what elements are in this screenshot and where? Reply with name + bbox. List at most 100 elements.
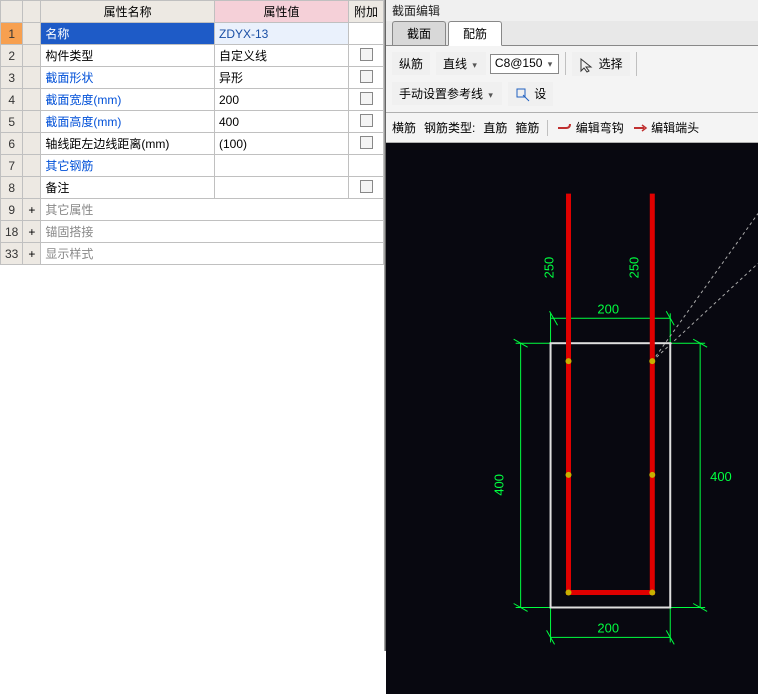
- select-group: 选择: [572, 52, 636, 76]
- expand-toggle: [23, 177, 41, 199]
- svg-text:400: 400: [710, 469, 732, 484]
- expand-toggle: [23, 111, 41, 133]
- row-number: 7: [1, 155, 23, 177]
- hook-icon: [556, 120, 572, 136]
- table-row[interactable]: 7 其它钢筋: [1, 155, 384, 177]
- attach-checkbox-cell[interactable]: [349, 67, 384, 89]
- checkbox-icon[interactable]: [360, 136, 373, 149]
- edit-end-button[interactable]: 编辑端头: [632, 119, 699, 137]
- row-number: 6: [1, 133, 23, 155]
- dim-left-250: 250: [542, 257, 557, 279]
- row-number: 33: [1, 243, 23, 265]
- chevron-down-icon: ▾: [470, 60, 479, 71]
- prop-value[interactable]: 自定义线: [214, 45, 348, 67]
- dim-right-250: 250: [626, 257, 641, 279]
- table-row[interactable]: 9+其它属性: [1, 199, 384, 221]
- expand-toggle: [23, 45, 41, 67]
- rebar-point: [566, 359, 572, 365]
- prop-value[interactable]: (100): [214, 133, 348, 155]
- attach-checkbox-cell[interactable]: [349, 45, 384, 67]
- end-icon: [632, 120, 648, 136]
- edit-hook-button[interactable]: 编辑弯钩: [556, 119, 623, 137]
- prop-name: 备注: [41, 177, 215, 199]
- chevron-down-icon: ▾: [546, 59, 555, 70]
- attach-checkbox-cell[interactable]: [349, 89, 384, 111]
- svg-text:200: 200: [597, 302, 619, 317]
- table-row[interactable]: 1名称ZDYX-13: [1, 23, 384, 45]
- property-table: 属性名称 属性值 附加 1名称ZDYX-132构件类型自定义线3截面形状异形4截…: [0, 0, 384, 265]
- toolbar-row-2: 横筋 钢筋类型: 直筋 箍筋 编辑弯钩 编辑端头: [386, 113, 758, 144]
- zoom-icon: [515, 87, 531, 103]
- checkbox-icon[interactable]: [360, 180, 373, 193]
- checkbox-icon[interactable]: [360, 48, 373, 61]
- gujin-button[interactable]: 箍筋: [515, 119, 539, 136]
- rebar-type-label: 钢筋类型:: [424, 119, 475, 136]
- rebar-spec-combo[interactable]: C8@150 ▾: [490, 54, 559, 74]
- expand-header: [23, 1, 41, 23]
- col-value: 属性值: [214, 1, 348, 23]
- prop-value[interactable]: ZDYX-13: [214, 23, 348, 45]
- prop-name: 截面形状: [41, 67, 215, 89]
- rebar-point: [649, 359, 655, 365]
- prop-value[interactable]: 异形: [214, 67, 348, 89]
- checkbox-icon[interactable]: [360, 70, 373, 83]
- prop-name: 轴线距左边线距离(mm): [41, 133, 215, 155]
- table-row[interactable]: 5截面高度(mm)400: [1, 111, 384, 133]
- table-row[interactable]: 6 轴线距左边线距离(mm)(100): [1, 133, 384, 155]
- expand-toggle[interactable]: +: [23, 243, 41, 265]
- prop-value[interactable]: [214, 155, 348, 177]
- prop-value[interactable]: [214, 177, 348, 199]
- row-number: 8: [1, 177, 23, 199]
- panel-title: 截面编辑: [386, 0, 758, 21]
- zhijin-button[interactable]: 直筋: [483, 119, 507, 136]
- expand-toggle: [23, 89, 41, 111]
- row-number: 4: [1, 89, 23, 111]
- checkbox-icon[interactable]: [360, 92, 373, 105]
- hengjin-button[interactable]: 横筋: [392, 119, 416, 136]
- expand-toggle[interactable]: +: [23, 199, 41, 221]
- prop-name: 显示样式: [41, 243, 384, 265]
- svg-text:250: 250: [626, 257, 641, 279]
- expand-toggle[interactable]: +: [23, 221, 41, 243]
- ghost-line-1: [652, 214, 758, 362]
- manual-refline-dropdown[interactable]: 手动设置参考线 ▾: [392, 82, 502, 105]
- rebar-point: [649, 590, 655, 596]
- svg-text:250: 250: [542, 257, 557, 279]
- attach-checkbox-cell: [349, 155, 384, 177]
- prop-name: 其它钢筋: [41, 155, 215, 177]
- tab-section[interactable]: 截面: [392, 21, 446, 45]
- prop-value[interactable]: 400: [214, 111, 348, 133]
- tool-extra[interactable]: 设: [508, 82, 553, 106]
- cad-viewport[interactable]: 200 250 250 400: [386, 143, 758, 694]
- table-row[interactable]: 8 备注: [1, 177, 384, 199]
- tab-rebar[interactable]: 配筋: [448, 21, 502, 46]
- zongjin-button[interactable]: 纵筋: [392, 52, 430, 75]
- svg-text:400: 400: [492, 474, 507, 496]
- row-number: 18: [1, 221, 23, 243]
- toolbar-row-1: 纵筋 直线 ▾ C8@150 ▾ 选择 手动设置参考线 ▾ 设: [386, 46, 758, 113]
- property-panel: 属性名称 属性值 附加 1名称ZDYX-132构件类型自定义线3截面形状异形4截…: [0, 0, 385, 651]
- expand-toggle: [23, 133, 41, 155]
- dim-right-400: 400: [670, 340, 732, 612]
- chevron-down-icon: ▾: [486, 90, 495, 101]
- select-button[interactable]: 选择: [572, 52, 629, 76]
- table-row[interactable]: 18+锚固搭接: [1, 221, 384, 243]
- attach-checkbox-cell: [349, 23, 384, 45]
- expand-toggle: [23, 67, 41, 89]
- cursor-icon: [579, 57, 595, 73]
- checkbox-icon[interactable]: [360, 114, 373, 127]
- line-dropdown[interactable]: 直线 ▾: [436, 52, 486, 75]
- section-editor-panel: 截面编辑 截面 配筋 纵筋 直线 ▾ C8@150 ▾ 选择 手动设置参考线 ▾…: [385, 0, 758, 651]
- table-row[interactable]: 33+显示样式: [1, 243, 384, 265]
- row-number: 2: [1, 45, 23, 67]
- attach-checkbox-cell[interactable]: [349, 133, 384, 155]
- table-row[interactable]: 2构件类型自定义线: [1, 45, 384, 67]
- dim-bottom-200: 200: [547, 608, 675, 645]
- prop-name: 截面宽度(mm): [41, 89, 215, 111]
- attach-checkbox-cell[interactable]: [349, 111, 384, 133]
- table-row[interactable]: 4 截面宽度(mm)200: [1, 89, 384, 111]
- rebar-u: [569, 194, 653, 593]
- table-row[interactable]: 3截面形状异形: [1, 67, 384, 89]
- attach-checkbox-cell[interactable]: [349, 177, 384, 199]
- prop-value[interactable]: 200: [214, 89, 348, 111]
